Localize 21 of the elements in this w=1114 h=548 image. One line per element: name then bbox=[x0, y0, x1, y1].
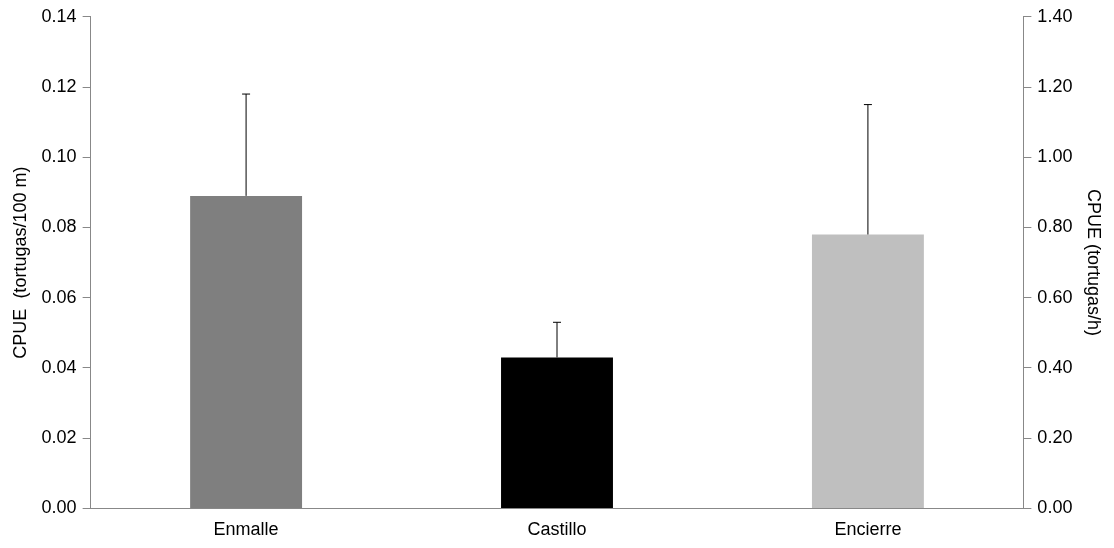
x-tick-label: Castillo bbox=[527, 519, 587, 540]
y-tick-label: 0.06 bbox=[41, 286, 77, 307]
y2-tick-label: 1.40 bbox=[1037, 5, 1073, 26]
y-axis-title: CPUE (tortugas/100 m) bbox=[9, 166, 30, 359]
y2-tick-label: 0.00 bbox=[1037, 497, 1073, 518]
y2-tick-label: 0.80 bbox=[1037, 216, 1073, 237]
y2-tick-label: 0.20 bbox=[1037, 427, 1073, 448]
y2-tick-label: 0.60 bbox=[1037, 286, 1073, 307]
y-tick-label: 0.12 bbox=[41, 76, 77, 96]
y-tick-label: 0.00 bbox=[41, 497, 77, 518]
y-tick-label: 0.02 bbox=[41, 427, 77, 448]
y-tick-label: 0.08 bbox=[41, 216, 77, 237]
y2-tick-label: 1.00 bbox=[1037, 146, 1073, 167]
y-tick-label: 0.10 bbox=[41, 146, 77, 167]
y-tick-label: 0.14 bbox=[41, 5, 77, 26]
x-tick-label: Enmalle bbox=[213, 519, 279, 540]
x-tick-label: Encierre bbox=[834, 519, 902, 540]
y2-tick-label: 0.40 bbox=[1037, 356, 1073, 377]
y2-tick-label: 1.20 bbox=[1037, 76, 1073, 96]
y2-axis-title: CPUE (tortugas/h) bbox=[1084, 189, 1105, 337]
y-tick-label: 0.04 bbox=[41, 356, 77, 377]
